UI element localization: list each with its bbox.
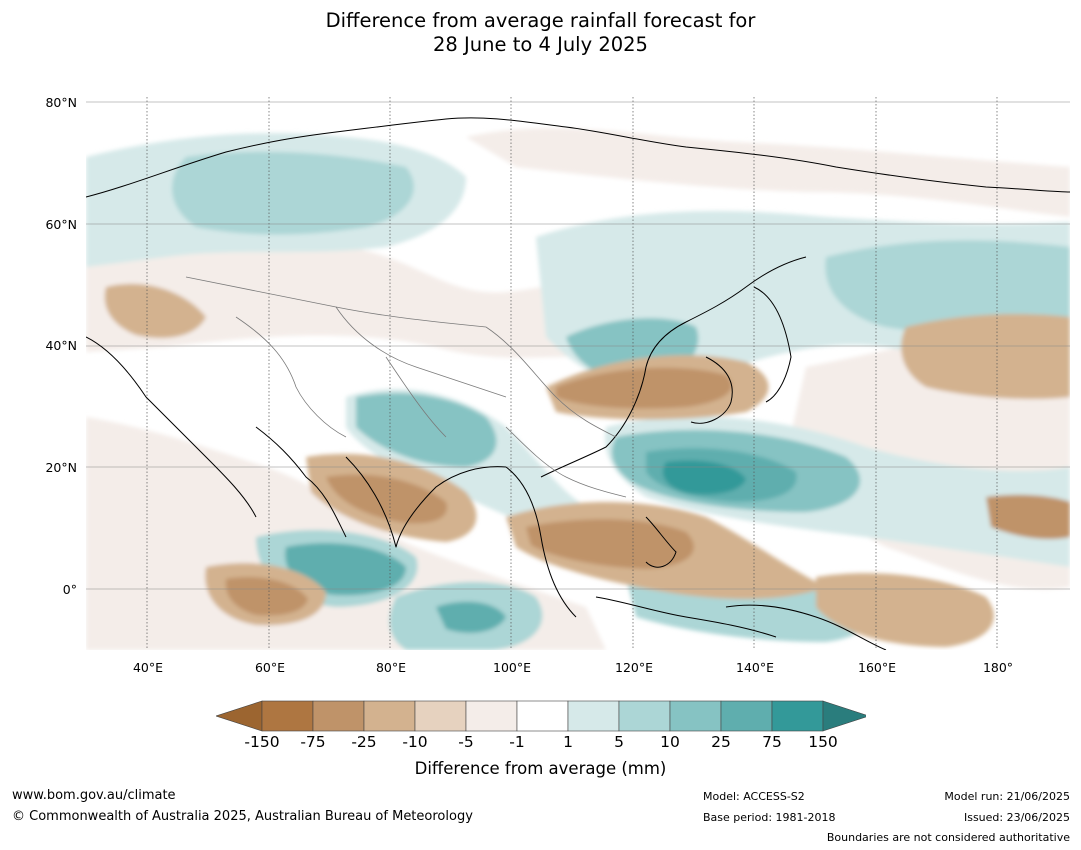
colorbar-swatch	[363, 700, 416, 732]
lon-label-40e: 40°E	[132, 660, 164, 675]
colorbar-swatch	[618, 700, 671, 732]
footer-model-run: Model run: 21/06/2025	[944, 790, 1070, 803]
colorbar-tick-label: -5	[458, 733, 474, 751]
colorbar-tick-label: 10	[660, 733, 680, 751]
footer-issued: Issued: 23/06/2025	[963, 811, 1070, 824]
colorbar-tick-label: -75	[300, 733, 326, 751]
lat-label-80n: 80°N	[45, 95, 77, 110]
colorbar-swatch	[771, 700, 824, 732]
colorbar-tick-label: 5	[614, 733, 624, 751]
colorbar-swatch	[567, 700, 620, 732]
colorbar-tick-label: 150	[808, 733, 838, 751]
lon-label-160e: 160°E	[857, 660, 897, 675]
footer-disclaimer: Boundaries are not considered authoritat…	[826, 831, 1070, 844]
footer-model: Model: ACCESS-S2	[703, 790, 805, 803]
colorbar-swatch	[312, 700, 365, 732]
lat-label-0: 0°	[62, 582, 77, 597]
lon-label-180: 180°	[982, 660, 1014, 675]
colorbar-tick-label: -10	[402, 733, 428, 751]
lon-label-100e: 100°E	[492, 660, 532, 675]
footer-url[interactable]: www.bom.gov.au/climate	[12, 788, 176, 803]
lat-label-20n: 20°N	[45, 460, 77, 475]
colorbar-tick-label: -1	[509, 733, 525, 751]
coastlines	[86, 117, 1070, 650]
colorbar-extend-low	[215, 700, 263, 732]
country-borders	[185, 276, 627, 498]
colorbar-tick-label: 1	[563, 733, 573, 751]
lon-label-80e: 80°E	[375, 660, 407, 675]
colorbar-tick-label: -25	[351, 733, 377, 751]
title-line-2: 28 June to 4 July 2025	[433, 33, 648, 56]
title-line-1: Difference from average rainfall forecas…	[325, 9, 756, 32]
colorbar-swatch	[720, 700, 773, 732]
colorbar	[215, 700, 870, 732]
footer-base-period: Base period: 1981-2018	[703, 811, 836, 824]
colorbar-label: Difference from average (mm)	[414, 759, 667, 778]
lat-label-40n: 40°N	[45, 338, 77, 353]
colorbar-swatch	[465, 700, 518, 732]
colorbar-swatch	[261, 700, 314, 732]
colorbar-swatch	[414, 700, 467, 732]
lon-label-60e: 60°E	[254, 660, 286, 675]
map-canvas	[86, 97, 1070, 650]
lat-label-60n: 60°N	[45, 217, 77, 232]
colorbar-tick-label: 25	[711, 733, 731, 751]
anomaly-shading	[86, 128, 1070, 650]
graticule	[146, 97, 998, 650]
rainfall-anomaly-map[interactable]	[86, 97, 1070, 650]
lon-label-120e: 120°E	[614, 660, 654, 675]
colorbar-svg	[215, 700, 870, 732]
colorbar-tick-label: -150	[244, 733, 280, 751]
footer-copyright: © Commonwealth of Australia 2025, Austra…	[12, 809, 473, 824]
colorbar-swatch	[669, 700, 722, 732]
lon-label-140e: 140°E	[735, 660, 775, 675]
chart-title: Difference from average rainfall forecas…	[0, 9, 1081, 57]
colorbar-tick-label: 75	[762, 733, 782, 751]
colorbar-swatch	[516, 700, 569, 732]
colorbar-extend-high	[822, 700, 870, 732]
latitude-lines	[86, 101, 1070, 590]
